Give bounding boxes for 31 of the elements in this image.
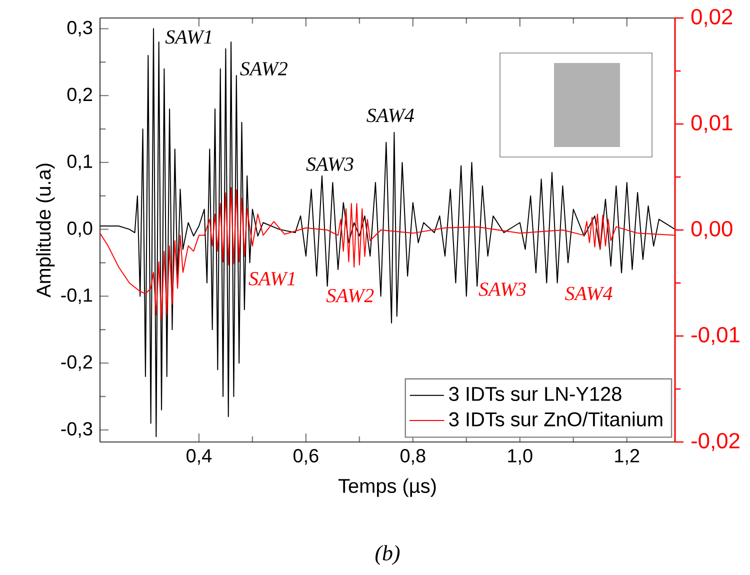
x-tick-label: 1,0 [508,449,532,465]
y-tick-label: 0,3 [67,20,92,37]
x-axis-title: Temps (µs) [338,478,436,497]
annotation: SAW1 [248,272,294,286]
annotation: SAW2 [326,288,374,302]
y-tick-label: 0,0 [67,222,92,238]
x-tick-label: 0,8 [400,449,426,465]
text: (b) [376,545,400,565]
x-tick-label: 0,6 [294,449,318,465]
annotation: SAW3 [478,282,526,296]
legend-label: 3 IDTs sur ZnO/Titanium [449,412,662,426]
y2-tick-label: 0,01 [691,114,732,134]
legend-label: 3 IDTs sur LN-Y128 [449,386,622,401]
annotation: SAW1 [165,30,211,44]
y-tick-label: -0,2 [61,355,92,371]
y-tick-label: 0,2 [67,88,92,104]
annotation: SAW4 [565,286,612,300]
y-tick-label: -0,3 [61,422,92,438]
annotation: SAW2 [240,62,288,76]
x-tick-label: 0,4 [186,449,212,465]
y2-tick-label: 0,02 [691,8,732,28]
annotation: SAW4 [366,108,414,122]
y-tick-label: 0,1 [67,154,92,170]
y-axis-title: Amplitude (u.a) [36,164,55,298]
x-tick-label: 1,2 [615,449,640,465]
annotation: SAW3 [306,158,354,172]
y-tick-label: -0,1 [61,288,92,304]
line-series [100,187,676,321]
y2-tick-label: -0,02 [692,432,740,452]
y2-tick-label: -0,01 [692,326,740,346]
y2-tick-label: 0,00 [691,220,732,240]
